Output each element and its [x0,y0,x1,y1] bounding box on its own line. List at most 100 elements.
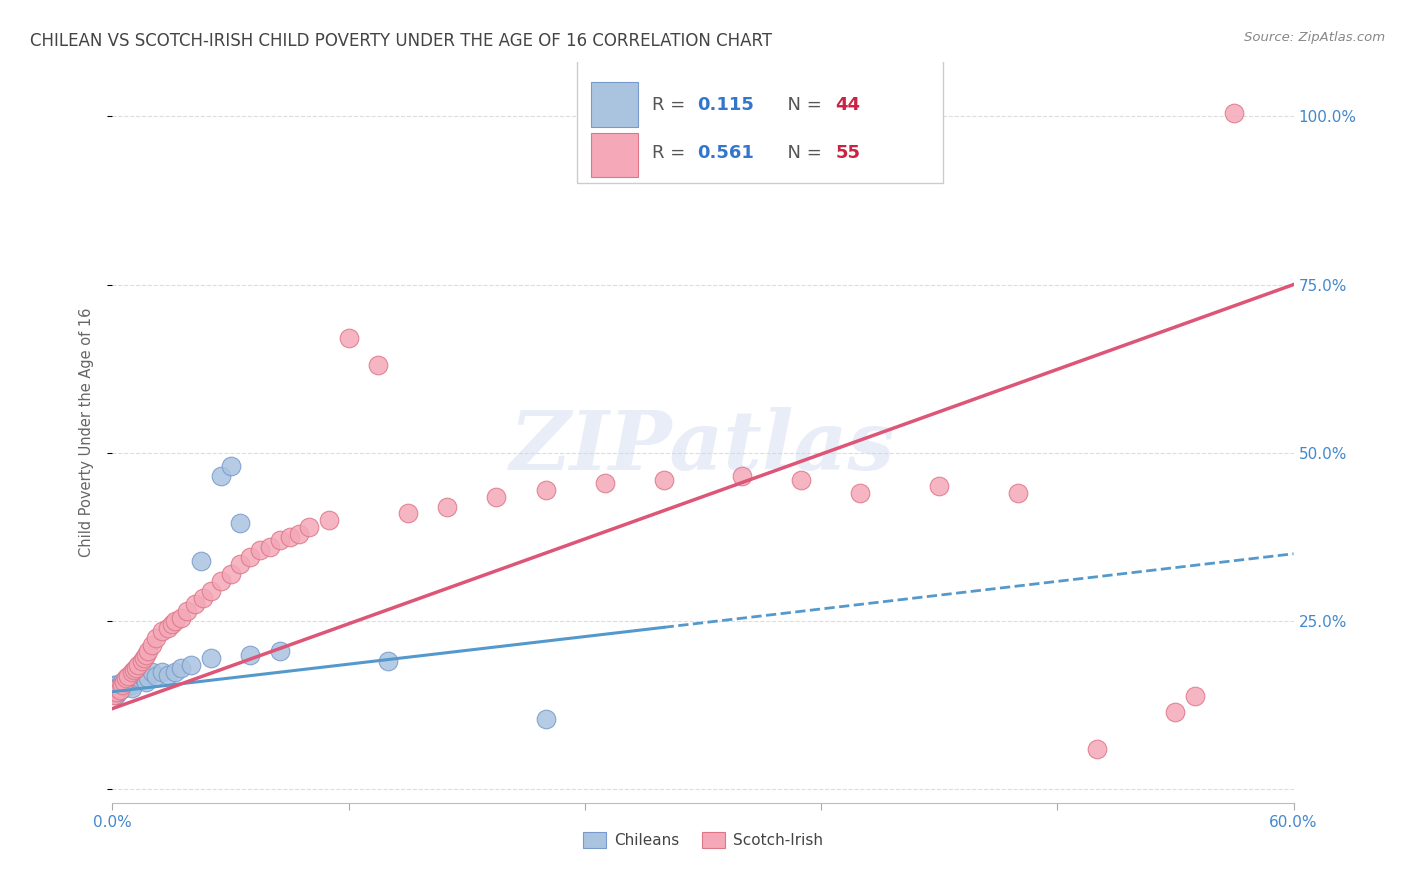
Point [112,681,135,696]
Text: 0.115: 0.115 [697,95,754,113]
Point [156,621,179,635]
Point [191,591,214,605]
Point [115,674,138,689]
Point [103,688,125,702]
Text: R =: R = [652,95,692,113]
Text: N =: N = [776,144,828,161]
Point [534,712,557,726]
Point [136,644,159,658]
Point [229,516,252,531]
Text: 44: 44 [835,95,860,113]
FancyBboxPatch shape [591,82,638,127]
Point [111,674,134,689]
Point [111,678,134,692]
Point [117,674,139,689]
Point [127,657,149,672]
Point [117,671,139,685]
Point [170,611,193,625]
Text: CHILEAN VS SCOTCH-IRISH CHILD POVERTY UNDER THE AGE OF 16 CORRELATION CHART: CHILEAN VS SCOTCH-IRISH CHILD POVERTY UN… [30,32,772,50]
Point [136,671,159,685]
Point [219,459,242,474]
Point [110,678,132,692]
Point [150,624,173,639]
Point [849,486,872,500]
Point [731,469,754,483]
Point [150,665,173,679]
Point [184,597,207,611]
Point [1184,690,1206,704]
Point [105,678,128,692]
Point [110,682,132,697]
Point [652,473,675,487]
Point [141,638,163,652]
Point [485,490,508,504]
Point [1164,705,1187,719]
Point [105,685,128,699]
Point [107,681,129,696]
Point [122,671,145,685]
Text: ZIPatlas: ZIPatlas [510,408,896,487]
Point [396,507,419,521]
FancyBboxPatch shape [576,31,943,183]
Point [200,651,222,665]
Point [131,668,153,682]
Point [131,655,153,669]
Point [127,668,149,682]
Point [132,671,155,685]
Point [249,543,271,558]
Point [377,655,399,669]
Point [436,500,458,514]
Point [239,550,262,565]
Point [1085,742,1108,756]
Point [103,678,125,692]
Point [145,631,167,645]
Point [132,651,155,665]
FancyBboxPatch shape [591,133,638,178]
Point [593,476,616,491]
Point [156,668,179,682]
Text: 0.561: 0.561 [697,144,754,161]
Point [120,678,142,692]
Point [209,574,232,588]
Point [1007,486,1029,500]
Point [165,614,187,628]
Text: R =: R = [652,144,692,161]
Point [239,648,262,662]
Point [190,553,212,567]
Point [318,513,340,527]
Point [288,526,311,541]
Text: N =: N = [776,95,828,113]
Point [259,540,281,554]
Point [337,331,360,345]
Point [105,688,128,702]
Point [115,678,138,692]
Point [125,671,148,685]
Point [180,657,202,672]
Point [1223,106,1246,120]
Text: 55: 55 [835,144,860,161]
Point [145,669,167,683]
Point [367,359,389,373]
Point [112,678,135,692]
Point [209,469,232,483]
Point [112,674,135,689]
Point [219,566,242,581]
Point [121,665,143,679]
Point [176,604,198,618]
Point [121,678,143,692]
Point [111,678,134,692]
Point [105,681,128,696]
Point [170,661,193,675]
Point [165,665,187,679]
Point [115,671,138,685]
Point [135,674,157,689]
Legend: Chileans, Scotch-Irish: Chileans, Scotch-Irish [578,826,828,855]
Point [141,665,163,679]
Text: Source: ZipAtlas.com: Source: ZipAtlas.com [1244,31,1385,45]
Point [107,685,129,699]
Point [103,685,125,699]
Point [122,663,145,677]
Point [160,617,183,632]
Point [129,671,152,685]
Point [121,681,143,696]
